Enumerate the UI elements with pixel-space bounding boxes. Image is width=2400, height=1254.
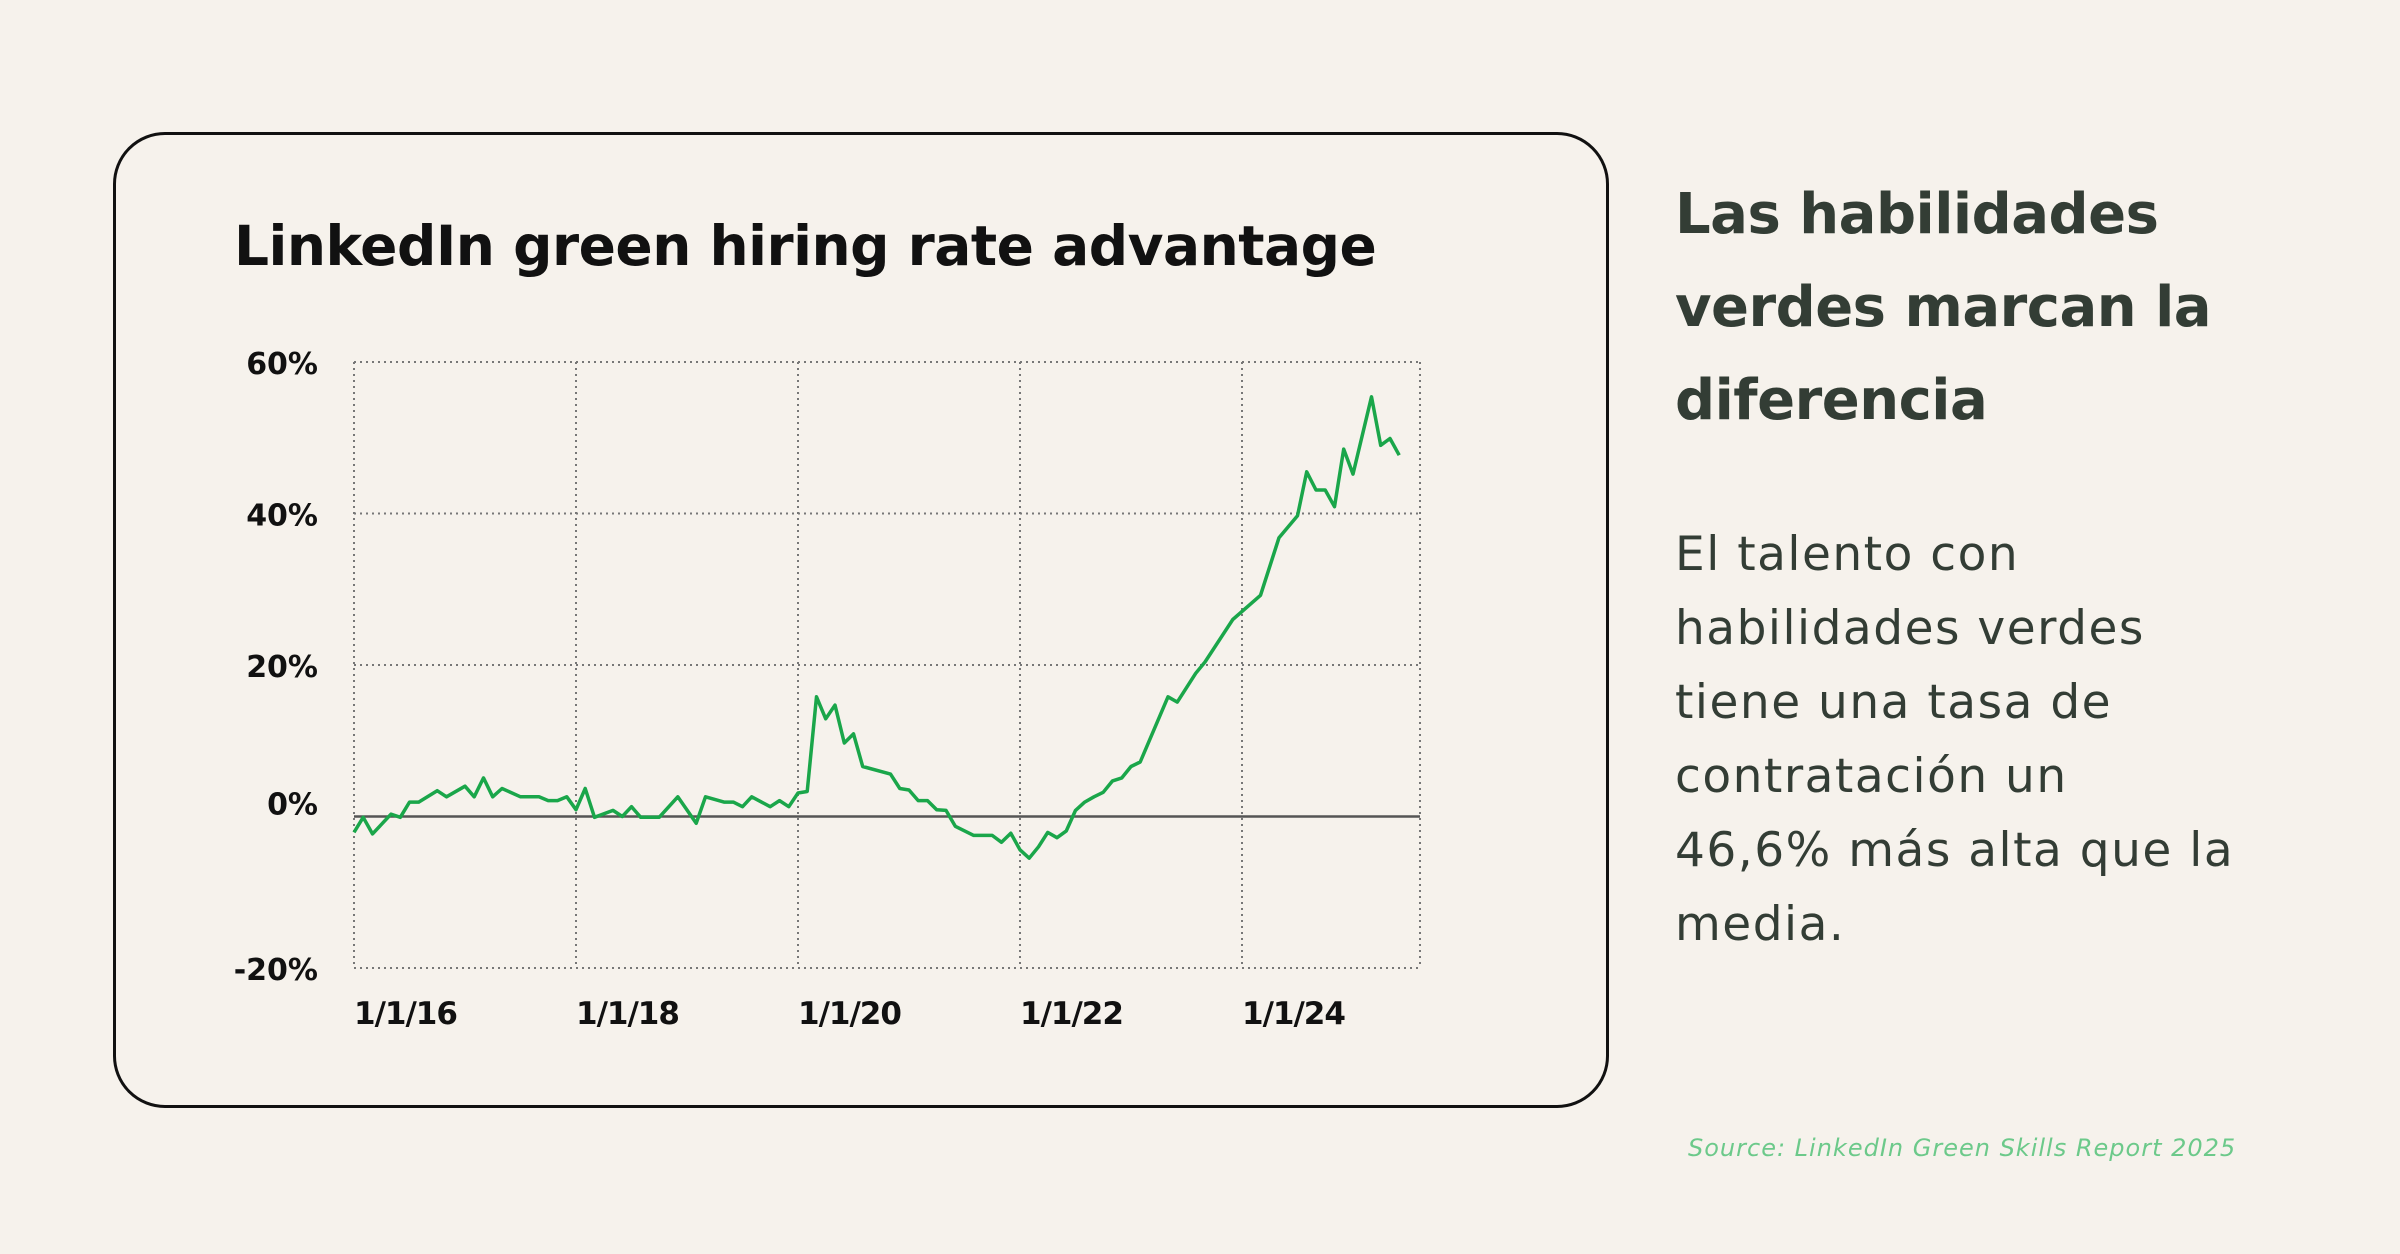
source-note: Source: LinkedIn Green Skills Report 202… [1688,1134,2237,1162]
x-tick-label: 1/1/24 [1242,996,1345,1032]
y-tick-label: 40% [246,499,318,534]
side-body-text: El talento con habilidades verdes tiene … [1675,527,2235,952]
x-tick-label: 1/1/20 [798,996,901,1032]
x-tick-label: 1/1/18 [576,996,679,1032]
y-tick-label: -20% [234,953,318,988]
chart-title: LinkedIn green hiring rate advantage [234,214,1377,278]
x-tick-label: 1/1/16 [354,996,457,1032]
y-tick-label: 60% [246,347,318,382]
side-heading: Las habilidades verdes marcan la diferen… [1675,182,2212,433]
y-tick-label: 0% [267,788,318,823]
chart-card [113,132,1609,1108]
x-tick-label: 1/1/22 [1020,996,1123,1032]
y-tick-label: 20% [246,650,318,685]
